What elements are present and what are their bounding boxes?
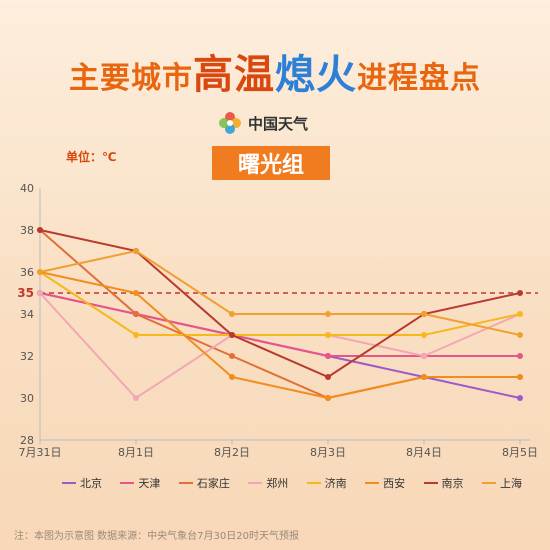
legend-label: 上海	[499, 477, 522, 490]
data-point	[325, 311, 331, 317]
legend-label: 西安	[383, 477, 406, 490]
data-point	[229, 311, 235, 317]
chart-legend: 北京 天津 石家庄 郑州 济南 西安 南京 上海	[62, 474, 522, 492]
data-point	[325, 332, 331, 338]
legend-swatch	[481, 482, 496, 484]
data-point	[517, 311, 523, 317]
legend-label: 石家庄	[196, 477, 230, 490]
unit-label: 单位：℃	[66, 150, 117, 164]
data-point	[325, 395, 331, 401]
legend-item: 郑州	[248, 475, 288, 491]
y-tick-label-highlight: 35	[17, 286, 34, 300]
x-tick-label: 8月2日	[214, 446, 250, 459]
data-point	[133, 290, 139, 296]
y-tick-label: 36	[20, 266, 34, 279]
data-point	[133, 395, 139, 401]
y-tick-label: 30	[20, 392, 34, 405]
data-point	[421, 311, 427, 317]
data-point	[421, 332, 427, 338]
series-line	[39, 249, 521, 336]
data-point	[37, 227, 43, 233]
data-point	[133, 332, 139, 338]
legend-swatch	[62, 482, 76, 484]
legend-swatch	[120, 482, 135, 484]
data-point	[229, 353, 235, 359]
x-tick-label: 7月31日	[19, 446, 62, 459]
legend-swatch	[423, 482, 438, 484]
data-point	[517, 395, 523, 401]
legend-label: 北京	[80, 477, 102, 490]
y-tick-label: 28	[20, 434, 34, 447]
data-point	[229, 332, 235, 338]
title-part-extinguish: 熄火	[275, 52, 357, 98]
data-point	[325, 374, 331, 380]
legend-swatch	[306, 482, 321, 484]
legend-swatch	[365, 482, 380, 484]
legend-item: 西安	[365, 475, 405, 491]
legend-label: 济南	[324, 477, 347, 490]
data-point	[37, 290, 43, 296]
data-point	[421, 374, 427, 380]
legend-item: 南京	[423, 475, 464, 491]
series-line	[39, 271, 521, 336]
data-point	[229, 374, 235, 380]
x-tick-label: 8月5日	[502, 446, 538, 459]
y-tick-label: 38	[20, 224, 34, 237]
y-tick-label: 40	[20, 182, 34, 195]
legend-item: 北京	[62, 475, 102, 491]
legend-item: 上海	[481, 475, 522, 491]
legend-swatch	[178, 482, 193, 484]
data-point	[37, 269, 43, 275]
data-point	[325, 353, 331, 359]
x-tick-label: 8月3日	[310, 446, 346, 459]
legend-label: 天津	[138, 477, 161, 490]
title-part-progress: 进程盘点	[357, 61, 481, 96]
series-line	[39, 292, 520, 357]
data-point	[133, 248, 139, 254]
data-point	[133, 311, 139, 317]
series-line	[39, 271, 520, 400]
data-point	[421, 353, 427, 359]
brand-logo: 中国天气	[218, 110, 308, 136]
data-point	[517, 290, 523, 296]
data-point	[517, 353, 523, 359]
legend-swatch	[248, 482, 263, 484]
page-title: 主要城市高温熄火进程盘点	[0, 42, 550, 100]
title-part-heat: 高温	[193, 52, 275, 98]
series-line	[39, 229, 521, 379]
legend-item: 济南	[306, 475, 347, 491]
y-tick-label: 34	[20, 308, 34, 321]
brand-swirl-icon	[219, 112, 241, 134]
x-tick-label: 8月4日	[406, 446, 442, 459]
group-badge: 曙光组	[212, 146, 330, 180]
legend-item: 石家庄	[178, 475, 230, 491]
data-point	[517, 332, 523, 338]
legend-label: 郑州	[266, 477, 289, 490]
legend-label: 南京	[441, 477, 464, 490]
data-point	[517, 374, 523, 380]
brand-name: 中国天气	[248, 114, 309, 133]
footnote: 注：本图为示意图 数据来源：中央气象台7月30日20时天气预报	[14, 531, 299, 542]
legend-item: 天津	[120, 475, 160, 491]
x-tick-label: 8月1日	[118, 446, 154, 459]
y-tick-label: 32	[20, 350, 34, 363]
title-part-cities: 主要城市	[69, 61, 193, 96]
